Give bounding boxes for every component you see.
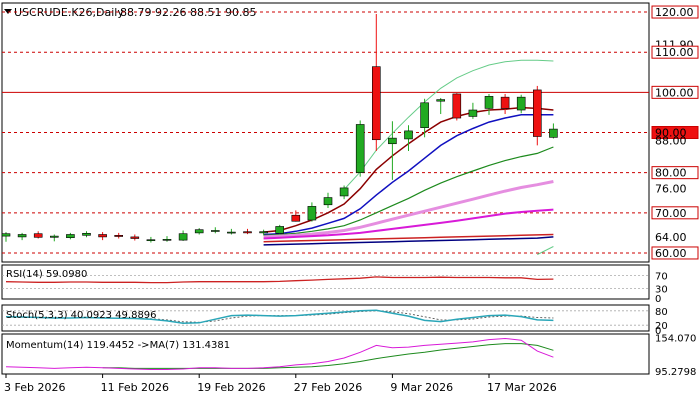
candle-body <box>178 233 188 241</box>
moving-average-line <box>263 114 554 236</box>
momentum-line <box>5 337 554 370</box>
date-tick-label: 11 Feb 2026 <box>101 381 169 394</box>
candle-body <box>291 214 301 222</box>
price-tag-box <box>651 206 699 220</box>
moving-average-line <box>343 59 554 190</box>
candle-body <box>420 102 429 128</box>
price-tick-label: 70.00 <box>655 207 687 220</box>
candle-body <box>211 230 220 232</box>
candle-body <box>227 231 236 234</box>
candle-body <box>259 231 268 234</box>
stoch-indicator: 80 200 <box>2 307 668 337</box>
date-tick-label: 9 Mar 2026 <box>390 381 453 394</box>
candle-body <box>388 137 397 145</box>
candle-body <box>275 226 285 234</box>
rsi-label: RSI(14) 59.0980 <box>6 269 87 280</box>
candle-body <box>146 239 156 242</box>
candles <box>1 14 558 243</box>
stoch-main-line <box>5 309 554 325</box>
candle-body <box>452 93 462 119</box>
momentum-tick-label: 154.070 <box>655 333 696 344</box>
price-tag-box <box>651 126 699 139</box>
price-tick-label: 120.00 <box>655 6 694 19</box>
momentum-tick-label: 95.2798 <box>655 367 696 378</box>
rsi-tick-label: 30 <box>655 284 668 295</box>
moving-average-line <box>263 236 554 246</box>
date-tick-label: 3 Feb 2026 <box>4 381 65 394</box>
candle-body <box>162 239 172 241</box>
moving-average-line <box>263 233 554 243</box>
price-tag-box <box>651 246 699 260</box>
stoch-tick-label: 0 <box>655 326 661 337</box>
candle-body <box>532 89 542 137</box>
candle-body <box>33 233 43 238</box>
candle-body <box>130 236 140 239</box>
candle-body <box>49 235 59 238</box>
rsi-pane <box>1 264 650 300</box>
momentum-indicator: 154.070 95.2798 <box>5 333 696 378</box>
price-tick-label: 88.00 <box>655 135 687 148</box>
candle-body <box>82 232 91 236</box>
momentum-pane <box>1 333 650 375</box>
price-tick-label: 110.00 <box>655 46 694 59</box>
moving-average-line <box>263 208 554 240</box>
triangle-down-icon[interactable] <box>4 9 12 14</box>
candle-body <box>500 96 510 109</box>
stoch-pane <box>1 304 650 332</box>
candle-body <box>339 187 349 197</box>
price-tick-label: 100.00 <box>655 86 694 99</box>
candle-body <box>194 229 204 234</box>
candle-body <box>243 231 252 234</box>
candle-body <box>468 109 478 117</box>
date-tick-label: 19 Feb 2026 <box>197 381 265 394</box>
candle-body <box>1 233 11 237</box>
moving-average-line <box>263 146 554 236</box>
price-axis: 120.00111.90110.00100.0090.0088.0080.007… <box>651 5 699 260</box>
rsi-line <box>5 276 554 284</box>
stoch-tick-label: 20 <box>655 321 668 332</box>
candle-body <box>17 234 27 238</box>
candle-body <box>98 234 107 238</box>
price-tick-label: 64.00 <box>655 231 687 244</box>
candle-body <box>355 124 365 173</box>
price-tick-label: 60.00 <box>655 247 687 260</box>
moving-average-line <box>263 180 554 239</box>
candle-body <box>516 96 526 111</box>
price-tick-label: 90.00 <box>655 127 687 140</box>
candle-body <box>436 99 446 102</box>
price-tag-box <box>651 85 699 99</box>
stoch-label: Stoch(5,3,3) 40.0923 49.8896 <box>6 310 157 321</box>
rsi-tick-label: 70 <box>655 272 668 283</box>
price-tick-label: 76.00 <box>655 183 687 196</box>
candle-body <box>484 96 494 109</box>
rsi-tick-label: 0 <box>655 294 661 305</box>
price-tag-box <box>651 5 699 19</box>
moving-average-line <box>537 246 554 256</box>
candle-body <box>66 234 75 239</box>
date-tick-label: 27 Feb 2026 <box>294 381 362 394</box>
price-tag-box <box>651 166 699 180</box>
candle-body <box>549 128 558 138</box>
momentum-ma-line <box>102 343 554 369</box>
stoch-tick-label: 80 <box>655 307 668 318</box>
candle-body <box>371 66 381 141</box>
candle-body <box>114 235 123 237</box>
momentum-label: Momentum(14) 119.4452 ->MA(7) 131.4381 <box>6 340 230 351</box>
candle-body <box>323 197 333 206</box>
price-tag-box <box>651 45 699 59</box>
date-axis: 3 Feb 2026 11 Feb 2026 19 Feb 2026 27 Feb 2… <box>4 374 557 394</box>
candle-body <box>404 130 413 140</box>
candle-body <box>307 206 317 221</box>
stoch-signal-line <box>6 310 554 323</box>
date-tick-label: 17 Mar 2026 <box>487 381 557 394</box>
price-tick-label: 80.00 <box>655 167 687 180</box>
